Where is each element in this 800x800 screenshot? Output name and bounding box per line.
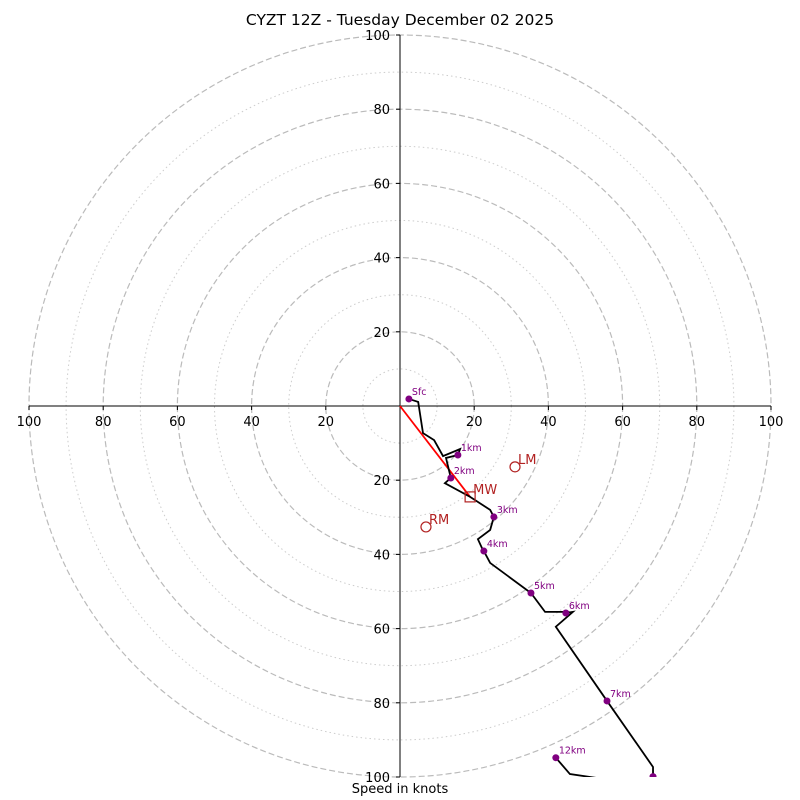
- y-tick-label: 20: [373, 326, 390, 341]
- height-marker-label: 3km: [497, 505, 518, 516]
- x-tick-label: 60: [614, 415, 631, 430]
- right-mover-marker: [420, 521, 432, 533]
- x-tick-label: 20: [318, 415, 335, 430]
- height-marker: [490, 513, 498, 521]
- hodograph-line-0: [408, 398, 654, 776]
- height-marker: [649, 773, 657, 777]
- height-marker-label: 5km: [534, 581, 555, 592]
- x-tick-label: 80: [95, 415, 112, 430]
- y-tick-label: 100: [365, 771, 390, 786]
- chart-title: CYZT 12Z - Tuesday December 02 2025: [245, 11, 555, 29]
- height-marker-label: 7km: [610, 689, 631, 700]
- x-tick-label: 40: [540, 415, 557, 430]
- height-marker: [527, 589, 535, 597]
- height-marker-label: 6km: [569, 601, 590, 612]
- height-marker: [447, 474, 455, 482]
- x-tick-label: 100: [17, 415, 42, 430]
- mean-wind-label: MW: [473, 483, 497, 498]
- height-marker: [454, 451, 462, 459]
- mean-wind-vector: [399, 405, 471, 498]
- mean-wind-marker: [464, 491, 476, 503]
- x-tick-label: 20: [466, 415, 483, 430]
- height-marker-label: 12km: [559, 746, 586, 757]
- x-tick-label: 60: [169, 415, 186, 430]
- height-marker-label: 2km: [454, 466, 475, 477]
- height-marker-label: 1km: [461, 443, 482, 454]
- y-tick-label: 80: [373, 103, 390, 118]
- x-tick-label: 80: [689, 415, 706, 430]
- y-tick-label: 20: [373, 474, 390, 489]
- y-tick-label: 100: [365, 29, 390, 44]
- height-marker-label: 4km: [487, 539, 508, 550]
- x-tick-label: 100: [759, 415, 784, 430]
- y-tick-label: 80: [373, 697, 390, 712]
- y-tick-label: 60: [373, 623, 390, 638]
- x-tick-label: 40: [243, 415, 260, 430]
- y-tick-label: 40: [373, 548, 390, 563]
- height-marker: [405, 395, 413, 403]
- y-tick-label: 40: [373, 252, 390, 267]
- left-mover-marker: [509, 461, 521, 473]
- height-marker: [552, 754, 560, 762]
- right-mover-label: RM: [429, 513, 449, 528]
- height-marker: [562, 609, 570, 617]
- height-marker: [480, 547, 488, 555]
- hodograph-line-1: [555, 757, 597, 777]
- x-axis-label: Speed in knots: [351, 782, 449, 797]
- y-tick-label: 60: [373, 177, 390, 192]
- height-marker: [603, 697, 611, 705]
- left-mover-label: LM: [518, 453, 536, 468]
- height-marker-label: Sfc: [412, 387, 427, 398]
